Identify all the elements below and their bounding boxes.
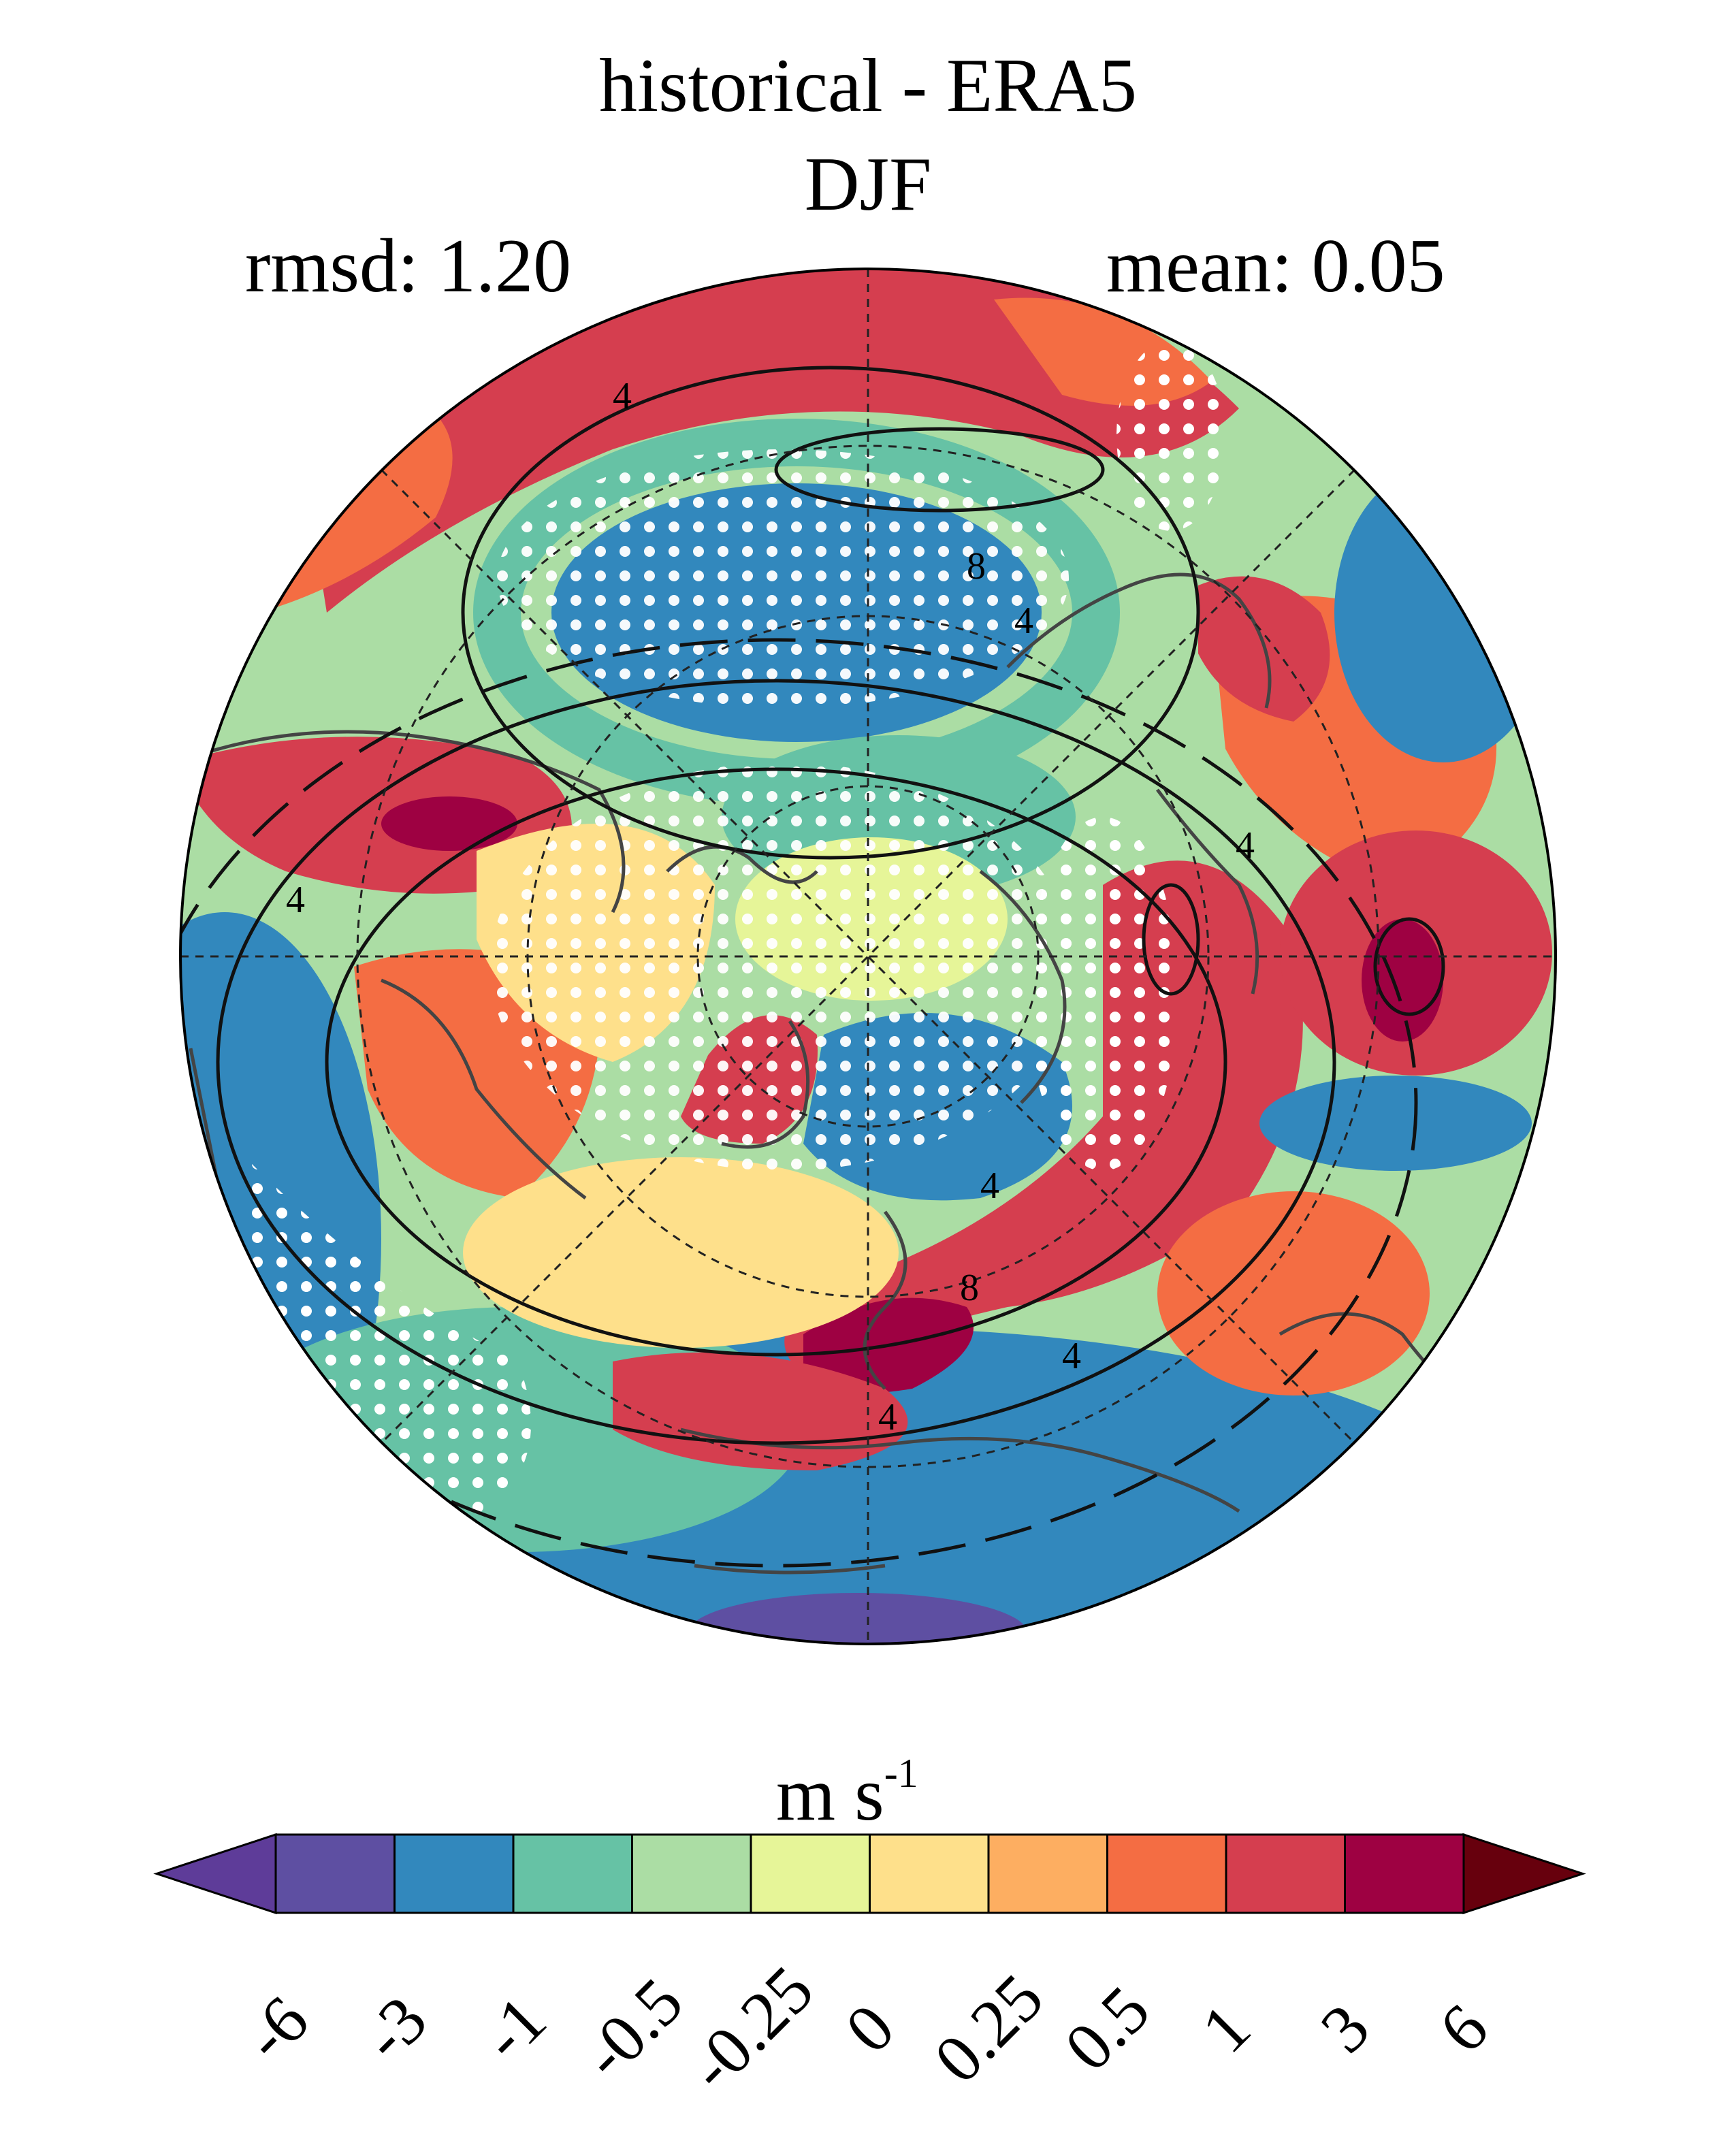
title-line2: DJF	[804, 142, 932, 227]
colorbar-box	[274, 1833, 396, 1914]
contour-label: 4	[878, 1396, 897, 1438]
contour-label: 8	[967, 545, 986, 587]
contour-label: 4	[980, 1165, 999, 1207]
map-boundary	[179, 268, 1557, 1645]
mean-label: mean: 0.05	[1106, 224, 1445, 308]
title-line1: historical - ERA5	[598, 44, 1138, 128]
colorbar-box	[869, 1833, 990, 1914]
anomaly-orange-se	[1157, 1191, 1430, 1395]
colorbar-box	[987, 1833, 1108, 1914]
contours	[180, 366, 1445, 1568]
rmsd-label: rmsd: 1.20	[245, 224, 572, 308]
colorbar-box	[393, 1833, 515, 1914]
anomaly-red-west	[180, 737, 572, 894]
anomaly-deep-red-west	[381, 796, 517, 851]
anomaly-purple-south	[688, 1593, 1028, 1644]
map-disc	[180, 269, 1556, 1644]
contour-label: 4	[1236, 824, 1255, 867]
units-main: m s	[776, 1752, 884, 1837]
colorbar-units: m s-1	[776, 1753, 918, 1833]
colorbar-extend-high	[1462, 1833, 1586, 1915]
colorbar-extend-low	[153, 1833, 277, 1915]
colorbar-box	[1106, 1833, 1227, 1914]
colorbar	[153, 1833, 1586, 1915]
coastlines	[180, 572, 1485, 1575]
stipple-centre	[490, 762, 1076, 1171]
colorbar-box	[631, 1833, 752, 1914]
colorbar-box	[1344, 1833, 1465, 1914]
anomaly-blue-asia	[1259, 1076, 1532, 1171]
anomaly-yellow-belt	[463, 1157, 899, 1348]
stipple-ne	[1116, 340, 1225, 531]
contour-label: 8	[960, 1267, 979, 1309]
colorbar-box	[512, 1833, 633, 1914]
stipple-east	[1028, 817, 1178, 1171]
contour-label: 4	[613, 375, 632, 417]
colorbar-box	[1225, 1833, 1346, 1914]
contour-label: 4	[286, 879, 305, 921]
contour-label-group: 4 8 4 4 4 8 4 4 4	[286, 375, 1255, 1438]
contour-label: 4	[1014, 600, 1033, 642]
colorbar-box	[750, 1833, 871, 1914]
contour-label: 4	[1062, 1335, 1081, 1377]
units-exponent: -1	[884, 1750, 918, 1796]
stipple-north	[497, 449, 1069, 708]
graticule	[180, 269, 1556, 1644]
anomaly-blue-ne	[1334, 463, 1552, 762]
